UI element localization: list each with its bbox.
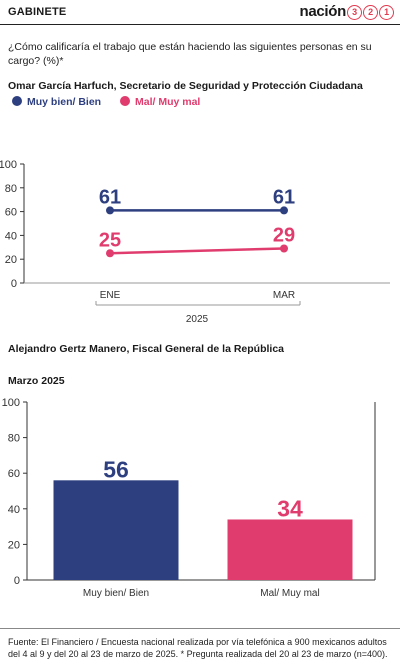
y-tick-label: 40 — [5, 230, 17, 242]
chart2-period: Marzo 2025 — [8, 375, 65, 387]
brand-name: nación — [299, 3, 346, 20]
chart1-subtitle: Omar García Harfuch, Secretario de Segur… — [8, 80, 363, 92]
legend-dot-positive — [12, 96, 22, 106]
brand-logo: nación 3 2 1 — [299, 3, 394, 20]
category-label: Muy bien/ Bien — [83, 588, 149, 599]
data-label: 61 — [99, 186, 121, 208]
data-point — [280, 206, 288, 215]
brand-digit: 1 — [379, 5, 394, 20]
y-tick-label: 0 — [11, 278, 17, 290]
source-note: Fuente: El Financiero / Encuesta naciona… — [8, 637, 388, 659]
y-tick-label: 80 — [8, 433, 20, 445]
survey-question: ¿Cómo calificaría el trabajo que están h… — [8, 41, 372, 67]
brand-digit: 2 — [363, 5, 378, 20]
legend-label-negative: Mal/ Muy mal — [135, 96, 201, 108]
brand-digit: 3 — [347, 5, 362, 20]
bar — [227, 519, 353, 580]
line-chart: 100 80 60 40 20 0 ENE MAR 2025 61 61 25 29 — [0, 159, 390, 325]
y-tick-label: 100 — [0, 159, 17, 171]
section-label: GABINETE — [8, 6, 67, 18]
bar-value-label: 56 — [103, 456, 129, 482]
chart2-subtitle: Alejandro Gertz Manero, Fiscal General d… — [8, 343, 284, 355]
header-bar: GABINETE nación 3 2 1 — [0, 0, 400, 25]
bar — [53, 480, 179, 580]
x-tick-label: ENE — [100, 290, 121, 301]
data-point — [280, 244, 288, 253]
data-label: 25 — [99, 229, 121, 251]
y-tick-label: 40 — [8, 504, 20, 516]
category-label: Mal/ Muy mal — [260, 588, 319, 599]
y-tick-label: 60 — [5, 207, 17, 219]
y-tick-label: 20 — [5, 254, 17, 266]
divider — [0, 628, 400, 629]
y-tick-label: 20 — [8, 539, 20, 551]
legend-item-negative: Mal/ Muy mal — [120, 96, 200, 108]
legend-dot-negative — [120, 96, 130, 106]
legend-label-positive: Muy bien/ Bien — [27, 96, 102, 108]
series-line — [109, 247, 285, 255]
data-label: 29 — [273, 224, 295, 246]
brand-digits: 3 2 1 — [347, 5, 394, 20]
x-tick-label: MAR — [273, 290, 295, 301]
data-label: 61 — [273, 186, 295, 208]
year-label: 2025 — [186, 314, 209, 325]
data-point — [106, 206, 114, 215]
y-tick-label: 0 — [14, 575, 20, 587]
y-tick-label: 100 — [2, 397, 20, 409]
y-tick-label: 60 — [8, 468, 20, 480]
bar-value-label: 34 — [277, 495, 303, 521]
data-point — [106, 249, 114, 258]
legend-item-positive: Muy bien/ Bien — [12, 96, 101, 108]
bar-chart: 100 80 60 40 20 0 56 Muy bien/ Bien 34 Mal/ Muy m… — [2, 397, 376, 599]
y-tick-label: 80 — [5, 183, 17, 195]
